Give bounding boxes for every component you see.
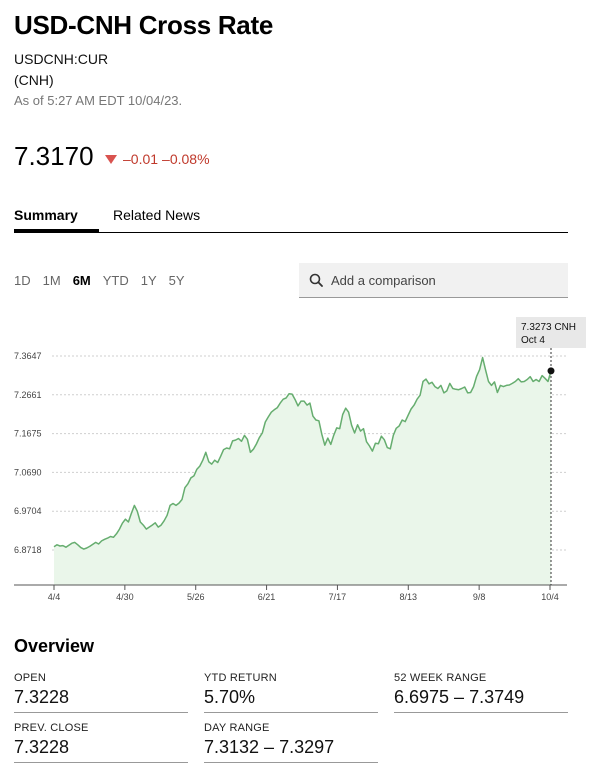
- stat-label: PREV. CLOSE: [14, 722, 89, 734]
- active-tab-indicator: [14, 229, 99, 232]
- stat-value: 7.3132 – 7.3297: [204, 737, 335, 757]
- comparison-search[interactable]: Add a comparison: [299, 263, 568, 298]
- range-5y[interactable]: 5Y: [168, 273, 185, 288]
- tab-related-news[interactable]: Related News: [113, 207, 201, 223]
- range-6m[interactable]: 6M: [72, 273, 91, 288]
- hover-point: [547, 367, 555, 375]
- range-1y[interactable]: 1Y: [140, 273, 157, 288]
- comparison-placeholder: Add a comparison: [331, 272, 436, 288]
- x-tick-label: 6/21: [258, 592, 276, 602]
- range-1m[interactable]: 1M: [42, 273, 61, 288]
- stat-value: 7.3228: [14, 737, 70, 757]
- stat-label: OPEN: [14, 672, 46, 684]
- range-ytd[interactable]: YTD: [102, 273, 129, 288]
- price-change: –0.01 –0.08%: [105, 151, 210, 167]
- search-icon: [309, 273, 323, 287]
- y-tick-label: 6.9704: [14, 506, 42, 516]
- y-tick-label: 7.0690: [14, 467, 42, 477]
- range-selector: 1D 1M 6M YTD 1Y 5Y: [14, 273, 185, 288]
- price-chart[interactable]: 7.3647 7.2661 7.1675 7.0690 6.9704 6.8718 4/4 4…: [0, 300, 591, 610]
- down-triangle-icon: [105, 154, 117, 164]
- stat-label: DAY RANGE: [204, 722, 270, 734]
- stat-open: OPEN 7.3228: [14, 672, 188, 713]
- y-tick-label: 6.8718: [14, 545, 42, 555]
- x-tick-label: 5/26: [187, 592, 205, 602]
- x-tick-label: 9/8: [473, 592, 486, 602]
- change-value: –0.01: [123, 151, 159, 167]
- stat-prev-close: PREV. CLOSE 7.3228: [14, 722, 188, 763]
- tooltip-box: [516, 317, 586, 348]
- x-tick-label: 7/17: [329, 592, 347, 602]
- stat-day-range: DAY RANGE 7.3132 – 7.3297: [204, 722, 378, 763]
- stat-ytd-return: YTD RETURN 5.70%: [204, 672, 378, 713]
- stat-value: 6.6975 – 7.3749: [394, 687, 525, 707]
- stat-label: YTD RETURN: [204, 672, 277, 684]
- as-of-timestamp: As of 5:27 AM EDT 10/04/23.: [14, 93, 183, 108]
- x-tick-label: 8/13: [400, 592, 418, 602]
- current-price: 7.3170: [14, 141, 94, 171]
- overview-heading: Overview: [14, 636, 95, 656]
- x-tick-label: 4/4: [48, 592, 61, 602]
- change-percent: –0.08%: [162, 151, 210, 167]
- stat-label: 52 WEEK RANGE: [394, 672, 487, 684]
- stat-value: 5.70%: [204, 687, 256, 707]
- tab-summary[interactable]: Summary: [14, 207, 78, 223]
- y-tick-label: 7.2661: [14, 390, 42, 400]
- x-tick-label: 10/4: [541, 592, 559, 602]
- y-tick-label: 7.3647: [14, 351, 42, 361]
- x-tick-label: 4/30: [116, 592, 134, 602]
- tooltip-value: 7.3273 CNH: [521, 322, 576, 333]
- area-fill: [54, 357, 551, 585]
- range-1d[interactable]: 1D: [14, 273, 31, 288]
- currency-code: (CNH): [14, 72, 54, 88]
- tab-bar: Summary Related News: [14, 205, 568, 233]
- stat-value: 7.3228: [14, 687, 70, 707]
- series-line: [53, 356, 552, 550]
- ticker-symbol: USDCNH:CUR: [14, 51, 109, 67]
- page-title: USD-CNH Cross Rate: [14, 10, 273, 40]
- tooltip-date: Oct 4: [521, 335, 545, 346]
- y-tick-label: 7.1675: [14, 429, 42, 439]
- stat-52-week-range: 52 WEEK RANGE 6.6975 – 7.3749: [394, 672, 568, 713]
